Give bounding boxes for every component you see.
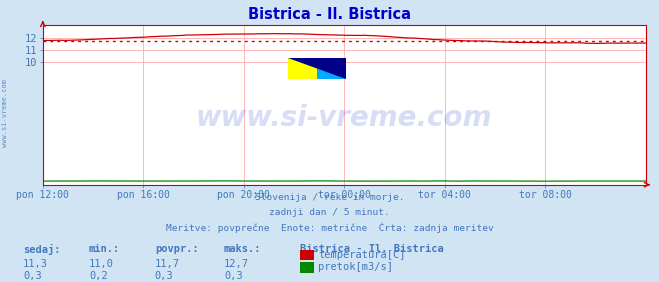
Text: Meritve: povprečne  Enote: metrične  Črta: zadnja meritev: Meritve: povprečne Enote: metrične Črta:… — [165, 222, 494, 233]
Text: 11,0: 11,0 — [89, 259, 114, 269]
Text: Bistrica - Il. Bistrica: Bistrica - Il. Bistrica — [300, 244, 444, 254]
Text: www.si-vreme.com: www.si-vreme.com — [196, 104, 492, 132]
Text: Slovenija / reke in morje.: Slovenija / reke in morje. — [255, 193, 404, 202]
Text: www.si-vreme.com: www.si-vreme.com — [2, 79, 9, 147]
Text: 11,7: 11,7 — [155, 259, 180, 269]
Text: 0,3: 0,3 — [23, 271, 42, 281]
Text: sedaj:: sedaj: — [23, 244, 61, 255]
Text: zadnji dan / 5 minut.: zadnji dan / 5 minut. — [269, 208, 390, 217]
Text: 0,3: 0,3 — [224, 271, 243, 281]
Text: min.:: min.: — [89, 244, 120, 254]
Text: temperatura[C]: temperatura[C] — [318, 250, 406, 260]
Text: 0,2: 0,2 — [89, 271, 107, 281]
Bar — [288, 58, 317, 79]
Text: 12,7: 12,7 — [224, 259, 249, 269]
Polygon shape — [288, 58, 346, 79]
Text: povpr.:: povpr.: — [155, 244, 198, 254]
Text: maks.:: maks.: — [224, 244, 262, 254]
Bar — [317, 58, 346, 79]
Text: pretok[m3/s]: pretok[m3/s] — [318, 262, 393, 272]
Text: 0,3: 0,3 — [155, 271, 173, 281]
Text: Bistrica - Il. Bistrica: Bistrica - Il. Bistrica — [248, 7, 411, 22]
Text: 11,3: 11,3 — [23, 259, 48, 269]
